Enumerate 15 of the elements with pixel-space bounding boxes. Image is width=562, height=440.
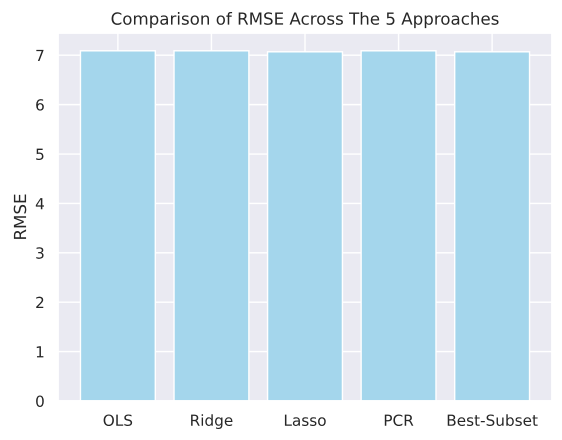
y-tick-label: 3 bbox=[36, 247, 44, 259]
x-tick-label: OLS bbox=[104, 414, 132, 426]
x-tick-label: PCR bbox=[384, 414, 414, 426]
y-tick-label: 6 bbox=[36, 99, 44, 111]
y-axis-title: RMSE bbox=[14, 194, 26, 239]
chart-title: Comparison of RMSE Across The 5 Approaches bbox=[112, 12, 499, 28]
y-tick-label: 4 bbox=[36, 198, 44, 210]
y-tick-label: 1 bbox=[36, 346, 44, 358]
x-tick-label: Best-Subset bbox=[448, 414, 538, 426]
y-tick-label: 7 bbox=[36, 50, 44, 62]
y-tick-label: 5 bbox=[36, 148, 44, 160]
y-tick-label: 0 bbox=[36, 395, 44, 408]
y-tick-label: 2 bbox=[36, 296, 44, 308]
x-tick-label: Ridge bbox=[191, 414, 232, 429]
x-tick-label: Lasso bbox=[284, 414, 326, 426]
